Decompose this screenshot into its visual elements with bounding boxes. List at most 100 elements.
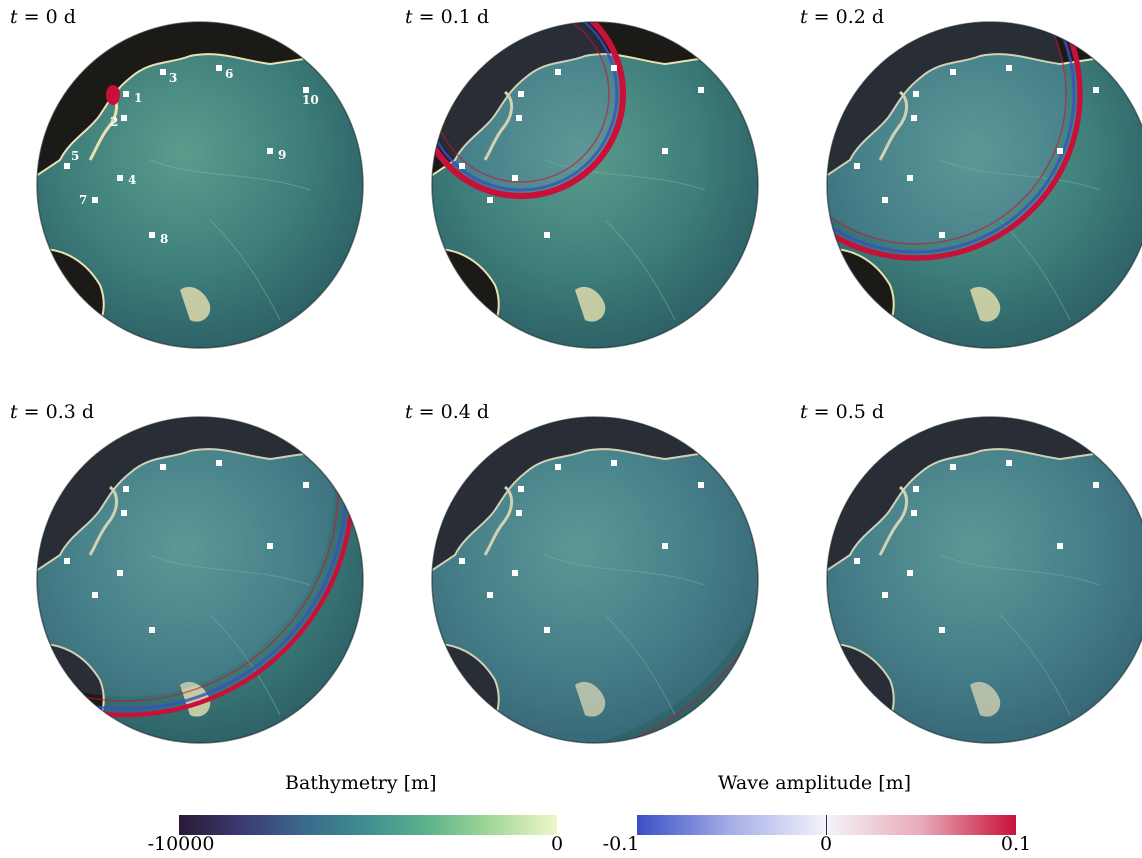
land-newzealand — [575, 286, 606, 322]
globe-outline — [431, 21, 759, 349]
ridge — [999, 614, 1071, 716]
panel-label: t = 0 d — [10, 6, 76, 28]
ocean — [432, 417, 758, 743]
globe-t2 — [826, 21, 1142, 349]
station-label: 6 — [225, 67, 233, 81]
globe-outline — [431, 416, 759, 744]
globe-t1 — [431, 21, 759, 349]
panel-t2: t = 0.2 d — [790, 0, 1142, 380]
station-marker — [518, 486, 524, 492]
wave-field — [827, 417, 1142, 743]
wave-mid-label: 0 — [819, 833, 833, 855]
land-newzealand — [575, 681, 606, 717]
station-marker — [149, 232, 155, 238]
panel-label: t = 0.4 d — [405, 401, 490, 423]
station-marker — [662, 543, 668, 549]
station-marker — [950, 69, 956, 75]
station-label: 1 — [134, 91, 142, 105]
station-marker — [459, 558, 465, 564]
station-marker — [149, 627, 155, 633]
station-marker — [64, 163, 70, 169]
station-marker — [1093, 87, 1099, 93]
station-marker — [216, 65, 222, 71]
globe-outline — [826, 416, 1142, 744]
station-marker — [64, 558, 70, 564]
station-marker — [662, 148, 668, 154]
land-newzealand — [180, 286, 211, 322]
station-marker — [611, 65, 617, 71]
wave-front-positive — [432, 22, 627, 200]
wave-interior — [432, 417, 758, 743]
station-label: 2 — [110, 115, 118, 129]
wave-field — [432, 22, 627, 200]
station-marker — [939, 627, 945, 633]
station-marker — [92, 197, 98, 203]
station-marker — [1093, 482, 1099, 488]
station-marker — [1057, 543, 1063, 549]
ridge — [939, 554, 1101, 586]
bathymetry-colorbar-title: Bathymetry [m] — [285, 772, 437, 794]
globe-outline — [826, 21, 1142, 349]
land-japan — [483, 485, 513, 556]
wave-front-positive — [827, 22, 1083, 261]
station-label: 10 — [302, 93, 319, 107]
station-marker — [512, 175, 518, 181]
land-japan — [878, 485, 908, 556]
wave-field — [432, 417, 758, 743]
bathymetry-min-label: -10000 — [147, 833, 215, 855]
bathymetry-colorbar — [179, 815, 557, 835]
land-newzealand — [970, 286, 1001, 322]
station-marker — [216, 460, 222, 466]
globe-t4 — [431, 416, 759, 744]
globe-t0: 1 2 3 4 5 6 7 8 9 10 — [36, 21, 364, 349]
station-marker — [160, 464, 166, 470]
station-marker — [939, 232, 945, 238]
globe-t5 — [826, 416, 1142, 744]
panel-t1: t = 0.1 d — [395, 0, 775, 380]
station-marker — [611, 460, 617, 466]
ridge — [544, 159, 706, 191]
station-label: 5 — [71, 149, 79, 163]
ocean — [37, 417, 363, 743]
wave-colorbar-title: Wave amplitude [m] — [718, 772, 912, 794]
station-marker — [459, 163, 465, 169]
station-marker — [907, 570, 913, 576]
station-marker — [911, 115, 917, 121]
station-marker — [121, 115, 127, 121]
station-marker — [882, 197, 888, 203]
station-marker — [516, 115, 522, 121]
station-marker — [555, 69, 561, 75]
ocean — [432, 22, 758, 348]
panel-label: t = 0.1 d — [405, 6, 490, 28]
station-marker — [518, 91, 524, 97]
station-marker — [160, 69, 166, 75]
wave-min-label: -0.1 — [602, 833, 640, 855]
station-label: 7 — [79, 193, 87, 207]
wave-interior — [827, 417, 1142, 743]
station-label: 3 — [169, 71, 177, 85]
ridge — [544, 554, 706, 586]
ridge — [149, 159, 311, 191]
station-marker — [544, 627, 550, 633]
ridge — [604, 219, 676, 321]
panel-t5: t = 0.5 d — [790, 395, 1142, 775]
station-marker — [117, 570, 123, 576]
land-japan — [483, 90, 513, 161]
panel-label: t = 0.3 d — [10, 401, 95, 423]
station-marker — [544, 232, 550, 238]
station-marker — [303, 482, 309, 488]
ridge — [209, 219, 281, 321]
wave-front-negative — [432, 22, 619, 192]
panel-label: t = 0.2 d — [800, 6, 885, 28]
land-japan — [878, 90, 908, 161]
station-marker — [92, 592, 98, 598]
station-marker — [303, 87, 309, 93]
globe-outline — [36, 21, 364, 349]
land-newzealand — [970, 681, 1001, 717]
station-marker — [882, 592, 888, 598]
panel-t3: t = 0.3 d — [0, 395, 380, 775]
station-marker — [950, 464, 956, 470]
panel-t4: t = 0.4 d — [395, 395, 775, 775]
station-marker — [117, 175, 123, 181]
station-marker — [854, 558, 860, 564]
